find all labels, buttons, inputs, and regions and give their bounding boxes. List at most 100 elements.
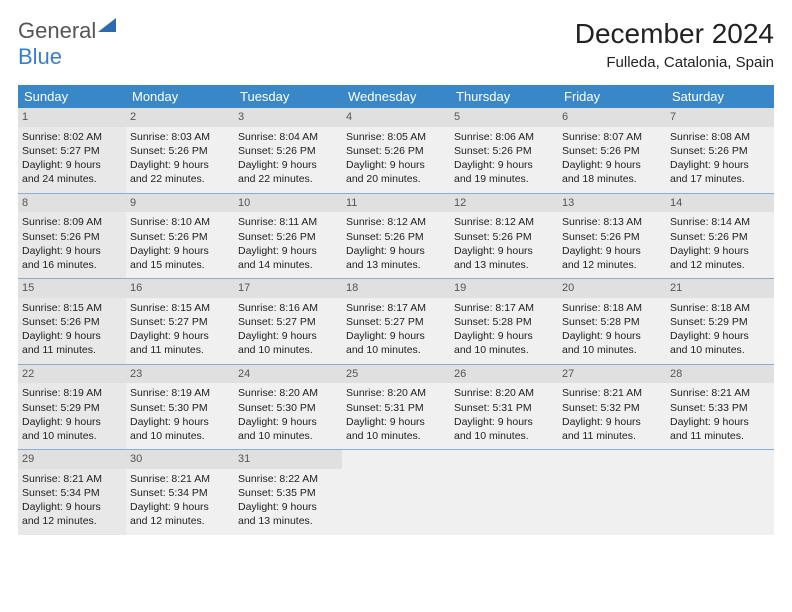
daylight-line2: and 10 minutes. [130,429,230,443]
calendar-cell: 2 Sunrise: 8:03 AMSunset: 5:26 PMDaylight… [126,108,234,193]
sunset-text: Sunset: 5:27 PM [22,144,122,158]
daylight-line1: Daylight: 9 hours [238,415,338,429]
sunset-text: Sunset: 5:30 PM [130,401,230,415]
sunset-text: Sunset: 5:26 PM [454,230,554,244]
day-number: 26 [450,365,558,384]
daylight-line2: and 12 minutes. [22,514,122,528]
sunrise-text: Sunrise: 8:17 AM [346,301,446,315]
day-number: 2 [126,108,234,127]
daylight-line2: and 22 minutes. [238,172,338,186]
day-number: 10 [234,194,342,213]
sunset-text: Sunset: 5:34 PM [130,486,230,500]
daylight-line2: and 10 minutes. [238,429,338,443]
sunrise-text: Sunrise: 8:11 AM [238,215,338,229]
daylight-line1: Daylight: 9 hours [130,500,230,514]
sunset-text: Sunset: 5:28 PM [562,315,662,329]
dayhead-thursday: Thursday [450,85,558,108]
sunset-text: Sunset: 5:33 PM [670,401,770,415]
day-number: 14 [666,194,774,213]
sunset-text: Sunset: 5:26 PM [130,144,230,158]
daylight-line1: Daylight: 9 hours [454,244,554,258]
calendar-cell: 5Sunrise: 8:06 AMSunset: 5:26 PMDaylight… [450,108,558,193]
daylight-line1: Daylight: 9 hours [454,329,554,343]
daylight-line2: and 12 minutes. [670,258,770,272]
sunrise-text: Sunrise: 8:17 AM [454,301,554,315]
sunrise-text: Sunrise: 8:20 AM [238,386,338,400]
calendar-body: 1Sunrise: 8:02 AMSunset: 5:27 PMDaylight… [18,108,774,535]
daylight-line1: Daylight: 9 hours [562,329,662,343]
daylight-line2: and 17 minutes. [670,172,770,186]
daylight-line2: and 12 minutes. [562,258,662,272]
daylight-line2: and 10 minutes. [454,429,554,443]
daylight-line2: and 14 minutes. [238,258,338,272]
sunrise-text: Sunrise: 8:04 AM [238,130,338,144]
daylight-line1: Daylight: 9 hours [670,415,770,429]
calendar-week: 29Sunrise: 8:21 AMSunset: 5:34 PMDayligh… [18,450,774,535]
sunrise-text: Sunrise: 8:07 AM [562,130,662,144]
daylight-line2: and 12 minutes. [130,514,230,528]
location-text: Fulleda, Catalonia, Spain [575,54,774,71]
day-number: 31 [234,450,342,469]
sunset-text: Sunset: 5:34 PM [22,486,122,500]
day-number: 8 [18,194,126,213]
day-number: 16 [126,279,234,298]
day-number: 19 [450,279,558,298]
day-number: 4 [342,108,450,127]
triangle-icon [98,18,116,32]
calendar-cell: 12Sunrise: 8:12 AMSunset: 5:26 PMDayligh… [450,193,558,279]
sunrise-text: Sunrise: 8:13 AM [562,215,662,229]
daylight-line2: and 10 minutes. [346,429,446,443]
daylight-line1: Daylight: 9 hours [346,415,446,429]
calendar-cell [450,450,558,535]
sunrise-text: Sunrise: 8:18 AM [562,301,662,315]
daylight-line2: and 13 minutes. [346,258,446,272]
daylight-line1: Daylight: 9 hours [238,158,338,172]
daylight-line2: and 11 minutes. [562,429,662,443]
sunrise-text: Sunrise: 8:08 AM [670,130,770,144]
sunrise-text: Sunrise: 8:12 AM [454,215,554,229]
calendar-cell: 9Sunrise: 8:10 AMSunset: 5:26 PMDaylight… [126,193,234,279]
page-header: General Blue December 2024 Fulleda, Cata… [18,18,774,71]
sunrise-text: Sunrise: 8:15 AM [130,301,230,315]
day-number: 18 [342,279,450,298]
daylight-line1: Daylight: 9 hours [130,415,230,429]
daylight-line2: and 18 minutes. [562,172,662,186]
calendar-cell: 24Sunrise: 8:20 AMSunset: 5:30 PMDayligh… [234,364,342,450]
day-number: 21 [666,279,774,298]
sunrise-text: Sunrise: 8:19 AM [22,386,122,400]
day-number: 5 [450,108,558,127]
calendar-cell: 18Sunrise: 8:17 AMSunset: 5:27 PMDayligh… [342,279,450,365]
daylight-line2: and 11 minutes. [130,343,230,357]
sunrise-text: Sunrise: 8:03 AM [130,130,230,144]
daylight-line1: Daylight: 9 hours [562,415,662,429]
sunrise-text: Sunrise: 8:12 AM [346,215,446,229]
daylight-line2: and 10 minutes. [22,429,122,443]
day-number: 27 [558,365,666,384]
dayhead-tuesday: Tuesday [234,85,342,108]
calendar-cell: 16Sunrise: 8:15 AMSunset: 5:27 PMDayligh… [126,279,234,365]
brand-logo: General Blue [18,18,116,70]
calendar-cell: 6Sunrise: 8:07 AMSunset: 5:26 PMDaylight… [558,108,666,193]
day-number: 17 [234,279,342,298]
sunset-text: Sunset: 5:31 PM [454,401,554,415]
day-number: 29 [18,450,126,469]
sunrise-text: Sunrise: 8:05 AM [346,130,446,144]
sunset-text: Sunset: 5:26 PM [346,144,446,158]
daylight-line1: Daylight: 9 hours [22,329,122,343]
day-number: 23 [126,365,234,384]
calendar-cell: 10Sunrise: 8:11 AMSunset: 5:26 PMDayligh… [234,193,342,279]
daylight-line2: and 10 minutes. [670,343,770,357]
daylight-line1: Daylight: 9 hours [562,158,662,172]
calendar-week: 22Sunrise: 8:19 AMSunset: 5:29 PMDayligh… [18,364,774,450]
daylight-line2: and 13 minutes. [238,514,338,528]
daylight-line1: Daylight: 9 hours [130,158,230,172]
daylight-line1: Daylight: 9 hours [670,158,770,172]
sunset-text: Sunset: 5:27 PM [130,315,230,329]
daylight-line1: Daylight: 9 hours [22,500,122,514]
sunset-text: Sunset: 5:35 PM [238,486,338,500]
calendar-cell: 11Sunrise: 8:12 AMSunset: 5:26 PMDayligh… [342,193,450,279]
calendar-cell: 17Sunrise: 8:16 AMSunset: 5:27 PMDayligh… [234,279,342,365]
daylight-line1: Daylight: 9 hours [130,244,230,258]
daylight-line2: and 15 minutes. [130,258,230,272]
daylight-line1: Daylight: 9 hours [238,329,338,343]
